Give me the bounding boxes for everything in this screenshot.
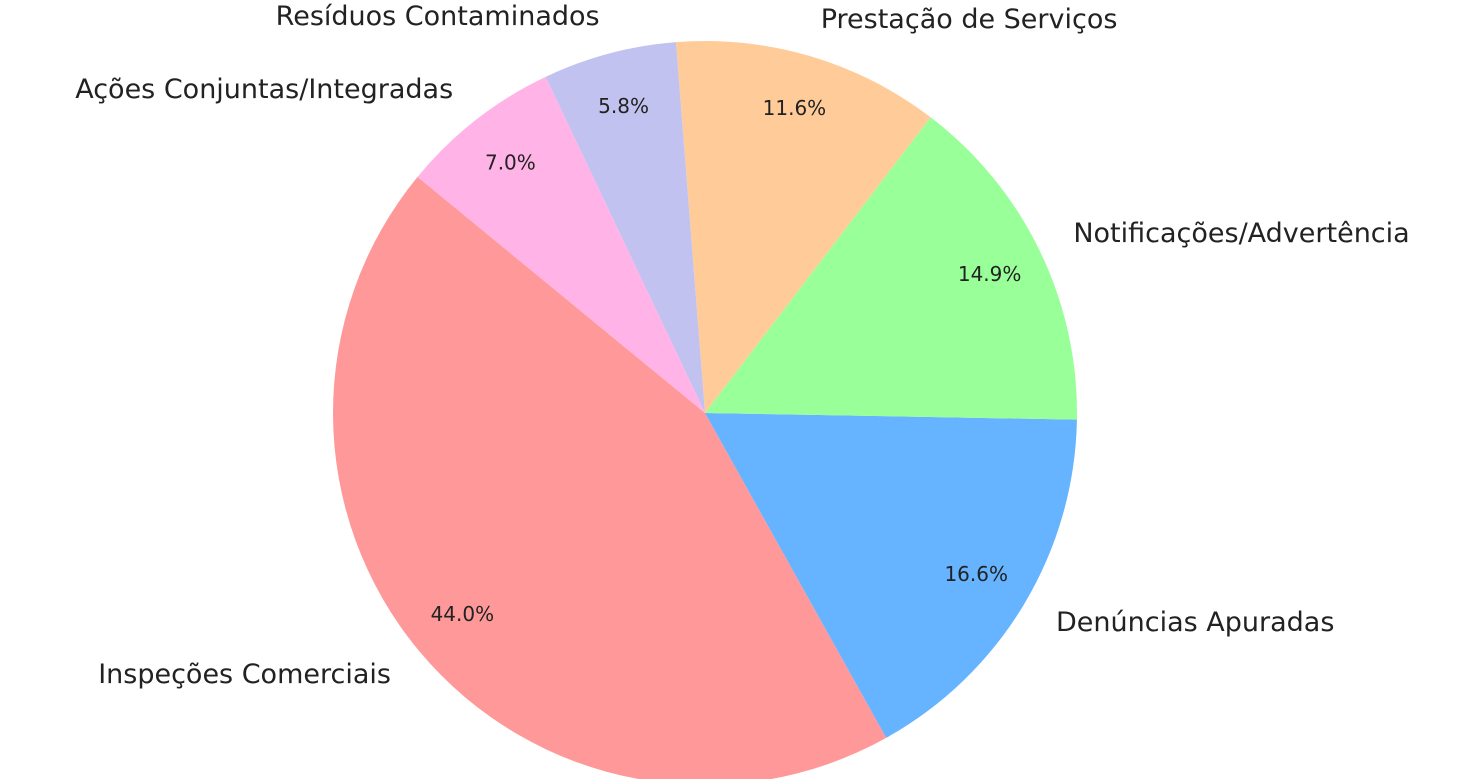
pie-slice (417, 76, 705, 414)
percent-label: 14.9% (958, 262, 1022, 286)
percent-label: 5.8% (598, 94, 649, 118)
pie-slice (705, 117, 1078, 420)
slice-label: Inspeções Comerciais (98, 659, 391, 690)
pie-slice (545, 42, 705, 413)
slice-label: Resíduos Contaminados (276, 1, 600, 32)
slice-label: Denúncias Apuradas (1056, 607, 1334, 638)
slice-label: Prestação de Serviços (821, 4, 1118, 35)
pie-slice (333, 176, 887, 783)
pie-slice (675, 41, 931, 413)
percent-label: 16.6% (944, 562, 1008, 586)
slice-label: Notificações/Advertência (1073, 218, 1409, 249)
percent-label: 11.6% (763, 96, 827, 120)
percent-label: 7.0% (485, 150, 536, 174)
pie-slice (705, 413, 1077, 738)
percent-label: 44.0% (431, 602, 495, 626)
slice-label: Ações Conjuntas/Integradas (75, 74, 453, 105)
